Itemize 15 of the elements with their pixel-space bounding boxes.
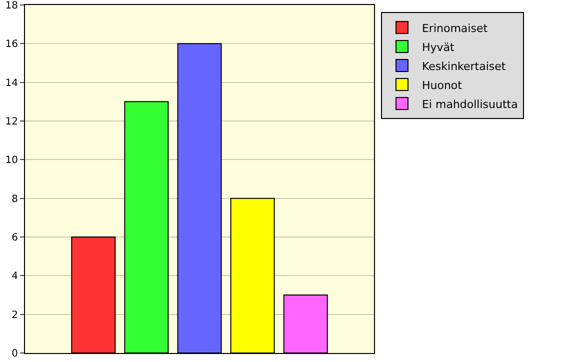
y-tick-label: 16 [5,39,18,50]
legend-label: Hyvät [422,40,456,54]
y-tick-label: 18 [5,0,18,12]
legend-label: Huonot [422,78,463,92]
legend-label: Ei mahdollisuutta [422,98,518,111]
legend-label: Erinomaiset [422,22,488,35]
legend-label: Keskinkertaiset [422,60,506,73]
y-tick-label: 10 [5,155,18,166]
y-tick-label: 6 [12,232,18,244]
y-tick-label: 4 [12,271,18,282]
y-tick-label: 12 [5,116,18,128]
y-tick-label: 2 [12,310,18,321]
y-tick-label: 14 [5,78,18,89]
y-tick-label: 0 [12,348,18,360]
y-tick-label: 8 [12,194,18,205]
